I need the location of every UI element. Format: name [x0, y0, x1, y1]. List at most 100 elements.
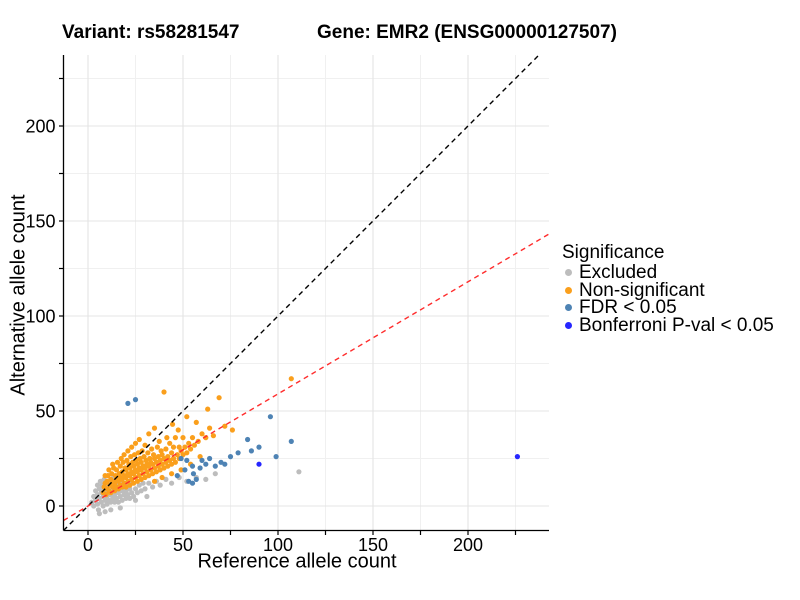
data-point [132, 397, 139, 403]
plot-title-gene: Gene: EMR2 (ENSG00000127507) [317, 22, 617, 43]
data-point [163, 446, 169, 452]
y-tick-label: 50 [35, 402, 55, 422]
legend-swatch-icon [565, 269, 572, 277]
data-point [169, 471, 175, 477]
legend-item: Excluded [562, 263, 774, 282]
data-point [188, 446, 194, 452]
data-point [144, 493, 150, 500]
data-point [150, 484, 156, 490]
x-tick-label: 200 [453, 535, 483, 555]
data-point [151, 425, 158, 431]
x-tick-label: 0 [83, 535, 93, 555]
data-point [182, 467, 188, 473]
data-point [96, 510, 102, 517]
data-point [106, 467, 112, 473]
legend-title: Significance [562, 242, 665, 263]
data-point [514, 454, 521, 460]
data-point [156, 438, 162, 444]
data-point [184, 457, 190, 463]
data-point [154, 444, 160, 450]
data-point [245, 436, 251, 443]
data-point [174, 473, 180, 479]
legend-item-label: FDR < 0.05 [579, 297, 677, 318]
data-point [129, 444, 135, 450]
data-point [256, 461, 262, 467]
legend-item: Non-significant [562, 279, 774, 301]
legend-item: Bonferroni P-val < 0.05 [562, 314, 774, 336]
legend-swatch-icon [565, 304, 572, 312]
y-tick-label: 200 [25, 117, 55, 137]
legend-items: Excluded Non-significant FDR < 0.05 Bonferr… [562, 263, 774, 336]
y-tick-label: 150 [25, 212, 55, 232]
legend-item-label: Bonferroni P-val < 0.05 [579, 314, 774, 336]
data-point [142, 442, 148, 448]
data-point [145, 450, 151, 456]
data-point [199, 457, 205, 463]
legend-item-label: Non-significant [579, 279, 705, 301]
data-point [296, 469, 302, 475]
data-point [227, 454, 234, 460]
data-point [207, 425, 213, 431]
data-point [273, 454, 279, 460]
data-point [159, 474, 165, 481]
data-point [267, 414, 273, 420]
data-point [203, 461, 209, 467]
data-point [235, 450, 241, 456]
x-axis-title: Reference allele count [197, 550, 397, 573]
data-point [256, 444, 262, 450]
data-point [197, 465, 203, 471]
data-point [121, 452, 127, 458]
data-point [203, 476, 209, 482]
data-point [190, 471, 197, 477]
data-point [175, 427, 181, 433]
data-point [167, 440, 173, 446]
data-point [178, 455, 184, 462]
data-point [184, 450, 190, 456]
data-point [193, 419, 199, 425]
data-point [149, 446, 155, 452]
data-point [216, 395, 222, 401]
data-point [199, 431, 205, 437]
data-point [169, 450, 175, 456]
x-tick-label: 100 [263, 535, 293, 555]
data-point [191, 442, 197, 448]
data-point [164, 435, 170, 441]
data-point [172, 435, 178, 441]
data-point [288, 376, 294, 382]
data-point [125, 448, 131, 454]
data-point [178, 467, 184, 473]
data-point [169, 480, 175, 486]
data-point [132, 497, 139, 503]
data-point [212, 471, 218, 477]
data-point [151, 478, 158, 484]
data-point [125, 400, 131, 406]
data-point [142, 486, 148, 492]
legend-swatch-icon [565, 321, 572, 329]
data-point [117, 463, 123, 469]
data-point [180, 435, 186, 441]
data-point [157, 482, 163, 488]
y-tick-label: 100 [25, 307, 55, 327]
x-tick-label: 50 [173, 535, 193, 555]
data-point [207, 455, 213, 462]
data-point [229, 427, 235, 433]
data-point [189, 463, 196, 469]
data-point [248, 448, 254, 454]
data-point [222, 423, 228, 429]
data-point [184, 414, 190, 420]
data-point [172, 459, 178, 465]
fit-line [63, 233, 549, 522]
data-point [222, 461, 228, 467]
legend-swatch-icon [565, 286, 572, 294]
data-point [117, 505, 123, 511]
y-tick-label: 0 [45, 497, 55, 517]
legend: Significance Excluded Non-significant FDR … [562, 242, 774, 336]
legend-item: FDR < 0.05 [562, 297, 774, 318]
data-point [113, 467, 120, 473]
data-point [186, 440, 192, 446]
data-point [212, 463, 218, 469]
data-point [102, 509, 108, 515]
data-point [161, 389, 167, 395]
